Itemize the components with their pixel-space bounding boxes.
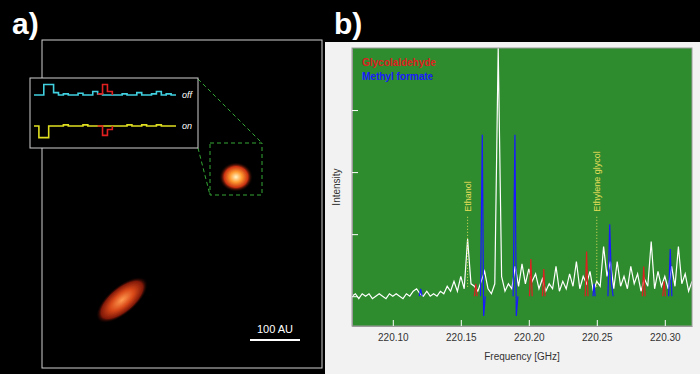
x-tick-label: 220.30 bbox=[650, 332, 681, 343]
y-tick-mark bbox=[352, 110, 358, 111]
inset-spectrum bbox=[34, 85, 176, 96]
x-tick: 220.20 bbox=[514, 320, 545, 343]
y-axis-title: Intensity bbox=[331, 168, 342, 205]
inset-feature bbox=[98, 85, 113, 96]
spectrum-line bbox=[419, 135, 672, 316]
legend-entry: Methyl formate bbox=[362, 71, 434, 82]
x-tick: 220.10 bbox=[378, 320, 409, 343]
scale-bar bbox=[250, 339, 300, 341]
legend: Glycolaldehyde Methyl formate bbox=[362, 57, 436, 82]
panel-label: a) bbox=[12, 7, 39, 40]
y-tick bbox=[352, 296, 358, 297]
x-tick: 220.15 bbox=[446, 320, 477, 343]
legend-entry: Glycolaldehyde bbox=[362, 57, 436, 68]
annotation-label: Ethylene glycol bbox=[592, 151, 602, 212]
x-tick: 220.25 bbox=[582, 320, 613, 343]
panel-background bbox=[325, 42, 700, 374]
inset-label: off bbox=[182, 90, 194, 100]
y-axis-line bbox=[352, 49, 353, 327]
inset-feature bbox=[98, 126, 113, 135]
x-axis-line bbox=[353, 326, 693, 327]
inset-spectrum bbox=[34, 125, 176, 138]
x-tick-label: 220.20 bbox=[514, 332, 545, 343]
zoom-line bbox=[198, 79, 262, 143]
source-blob bbox=[219, 162, 253, 192]
annotation-line bbox=[467, 217, 468, 289]
annotation-label: Ethanol bbox=[463, 181, 473, 212]
x-tick-label: 220.10 bbox=[378, 332, 409, 343]
y-tick-mark bbox=[352, 172, 358, 173]
spectrum-line bbox=[474, 252, 665, 297]
x-tick-mark bbox=[461, 320, 462, 326]
x-axis: 220.10 220.15 220.20 220.25 220.30 bbox=[353, 320, 693, 343]
plot-lines bbox=[352, 48, 692, 316]
zoom-line bbox=[198, 148, 210, 195]
x-tick-mark bbox=[665, 320, 666, 326]
y-tick bbox=[352, 172, 358, 173]
plot-frame bbox=[352, 48, 692, 326]
panel-label: b) bbox=[334, 7, 362, 40]
source-blob bbox=[88, 269, 155, 332]
x-tick-label: 220.15 bbox=[446, 332, 477, 343]
y-tick bbox=[352, 110, 358, 111]
x-tick-mark bbox=[597, 320, 598, 326]
x-axis-title: Frequency [GHz] bbox=[484, 351, 560, 362]
annotation-line bbox=[596, 217, 597, 289]
spectrum-line bbox=[352, 48, 692, 299]
x-tick-mark bbox=[529, 320, 530, 326]
scale-bar-label: 100 AU bbox=[257, 323, 293, 335]
inset-label: on bbox=[182, 121, 192, 131]
x-tick-mark bbox=[393, 320, 394, 326]
y-tick-mark bbox=[352, 296, 358, 297]
zoom-box bbox=[210, 143, 262, 195]
y-axis bbox=[352, 49, 358, 327]
panel-a: off on 100 AU bbox=[30, 40, 322, 368]
y-tick bbox=[352, 234, 358, 235]
y-tick-mark bbox=[352, 234, 358, 235]
plot-background bbox=[352, 48, 692, 326]
x-tick: 220.30 bbox=[650, 320, 681, 343]
x-tick-label: 220.25 bbox=[582, 332, 613, 343]
inset-frame bbox=[30, 78, 198, 148]
